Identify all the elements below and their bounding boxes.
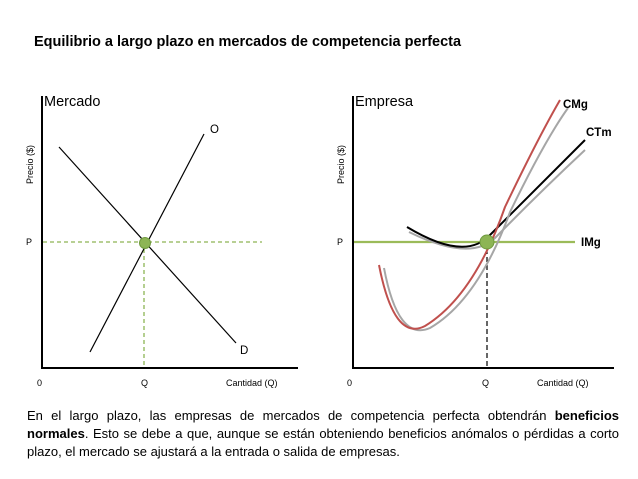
market-y-axis-label: Precio ($) (25, 145, 35, 184)
firm-equilibrium-point (479, 234, 495, 250)
caption-part1: En el largo plazo, las empresas de merca… (27, 408, 555, 423)
caption-part2: . Esto se debe a que, aunque se están ob… (27, 426, 619, 459)
market-panel: Mercado Precio ($) P 0 Q Cantidad (Q) O … (25, 94, 298, 388)
equilibrium-diagram: Mercado Precio ($) P 0 Q Cantidad (Q) O … (25, 94, 614, 388)
firm-x-axis-label: Cantidad (Q) (537, 378, 589, 388)
firm-origin-label: 0 (347, 378, 352, 388)
average-cost-shadow (408, 149, 586, 250)
average-cost-curve (406, 139, 586, 248)
marginal-cost-shadow (383, 107, 569, 332)
market-panel-title: Mercado (44, 94, 100, 110)
market-quantity-label: Q (141, 378, 148, 388)
market-equilibrium-point (139, 237, 151, 249)
firm-panel-title: Empresa (355, 94, 414, 110)
explanation-text: En el largo plazo, las empresas de merca… (27, 407, 619, 461)
marginal-cost-curve (378, 99, 561, 330)
market-x-axis-label: Cantidad (Q) (226, 378, 278, 388)
marginal-revenue-label: IMg (581, 237, 601, 249)
average-cost-label: CTm (586, 127, 612, 139)
demand-label: D (240, 345, 248, 357)
firm-y-axis-label: Precio ($) (336, 145, 346, 184)
firm-panel: Empresa Precio ($) P 0 Q Cantidad (Q) IM… (336, 94, 614, 388)
supply-label: O (210, 124, 219, 136)
page-title: Equilibrio a largo plazo en mercados de … (34, 34, 462, 50)
market-price-label: P (26, 237, 32, 247)
caption-bold: beneficios normales (27, 408, 619, 441)
firm-price-label: P (337, 237, 343, 247)
firm-quantity-label: Q (482, 378, 489, 388)
marginal-cost-label: CMg (563, 99, 588, 111)
market-origin-label: 0 (37, 378, 42, 388)
